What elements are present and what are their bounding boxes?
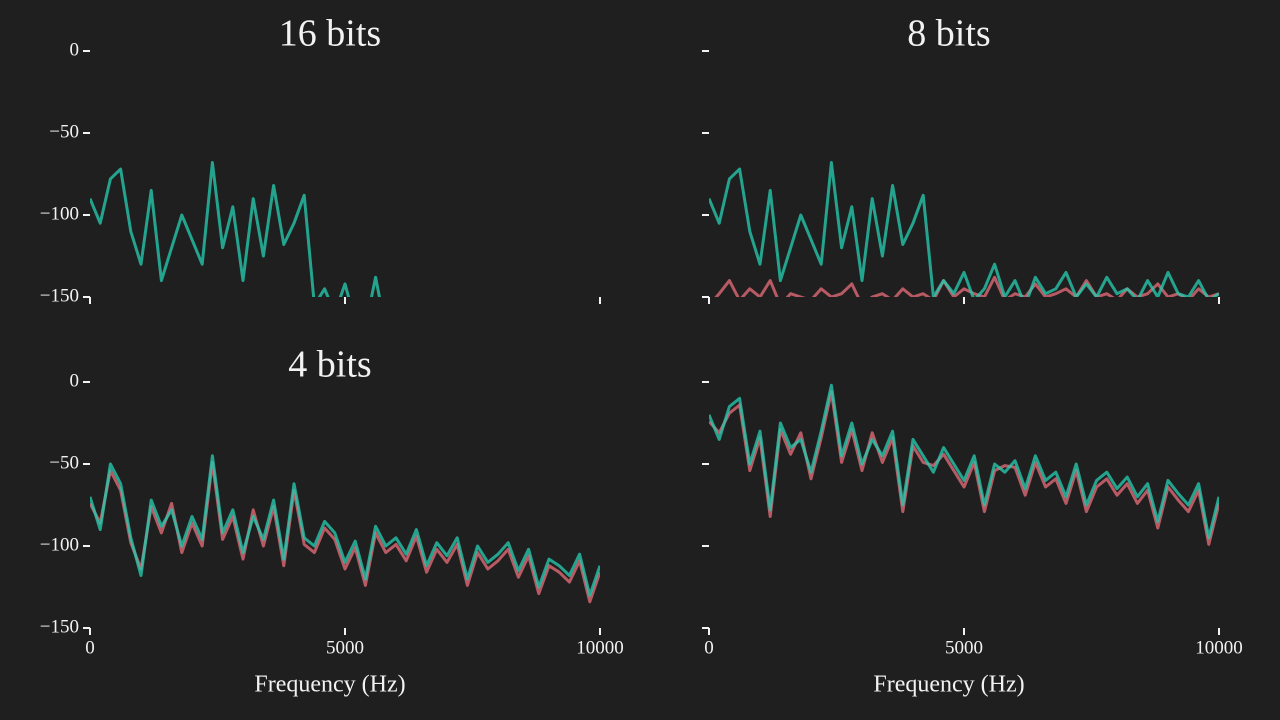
panel: 4 bits Frequency (Hz) 0 −50 −100 −150 0 5000 100…	[40, 344, 624, 698]
x-axis-label: Frequency (Hz)	[873, 672, 1024, 698]
panel-title: 8 bits	[907, 13, 990, 55]
x-tick-label: 5000	[326, 637, 364, 658]
spectrum-line	[709, 383, 1219, 540]
spectrum-line	[709, 390, 1219, 546]
spectrum-line	[90, 454, 600, 597]
y-tick-label: −150	[40, 616, 79, 637]
panel-title: 16 bits	[279, 13, 381, 55]
panel-title: 4 bits	[288, 344, 371, 386]
spectrum-line	[90, 161, 381, 297]
spectrum-line	[90, 460, 600, 604]
panel: 16 bits 0 −50 −100 −150	[40, 13, 601, 306]
y-tick-label: −150	[40, 285, 79, 306]
y-tick-label: −50	[49, 452, 79, 473]
y-tick-label: −100	[40, 203, 79, 224]
x-tick-label: 10000	[1195, 637, 1243, 658]
x-tick-label: 10000	[576, 637, 624, 658]
panel: Frequency (Hz) 0 5000 10000	[702, 381, 1243, 698]
x-tick-label: 0	[704, 637, 714, 658]
x-tick-label: 5000	[945, 637, 983, 658]
x-tick-label: 0	[85, 637, 95, 658]
y-tick-label: −50	[49, 121, 79, 142]
x-axis-label: Frequency (Hz)	[254, 672, 405, 698]
y-tick-label: −100	[40, 534, 79, 555]
y-tick-label: 0	[70, 39, 80, 60]
spectrum-line	[709, 161, 1219, 297]
y-tick-label: 0	[70, 370, 80, 391]
panel: 8 bits	[702, 13, 1220, 304]
